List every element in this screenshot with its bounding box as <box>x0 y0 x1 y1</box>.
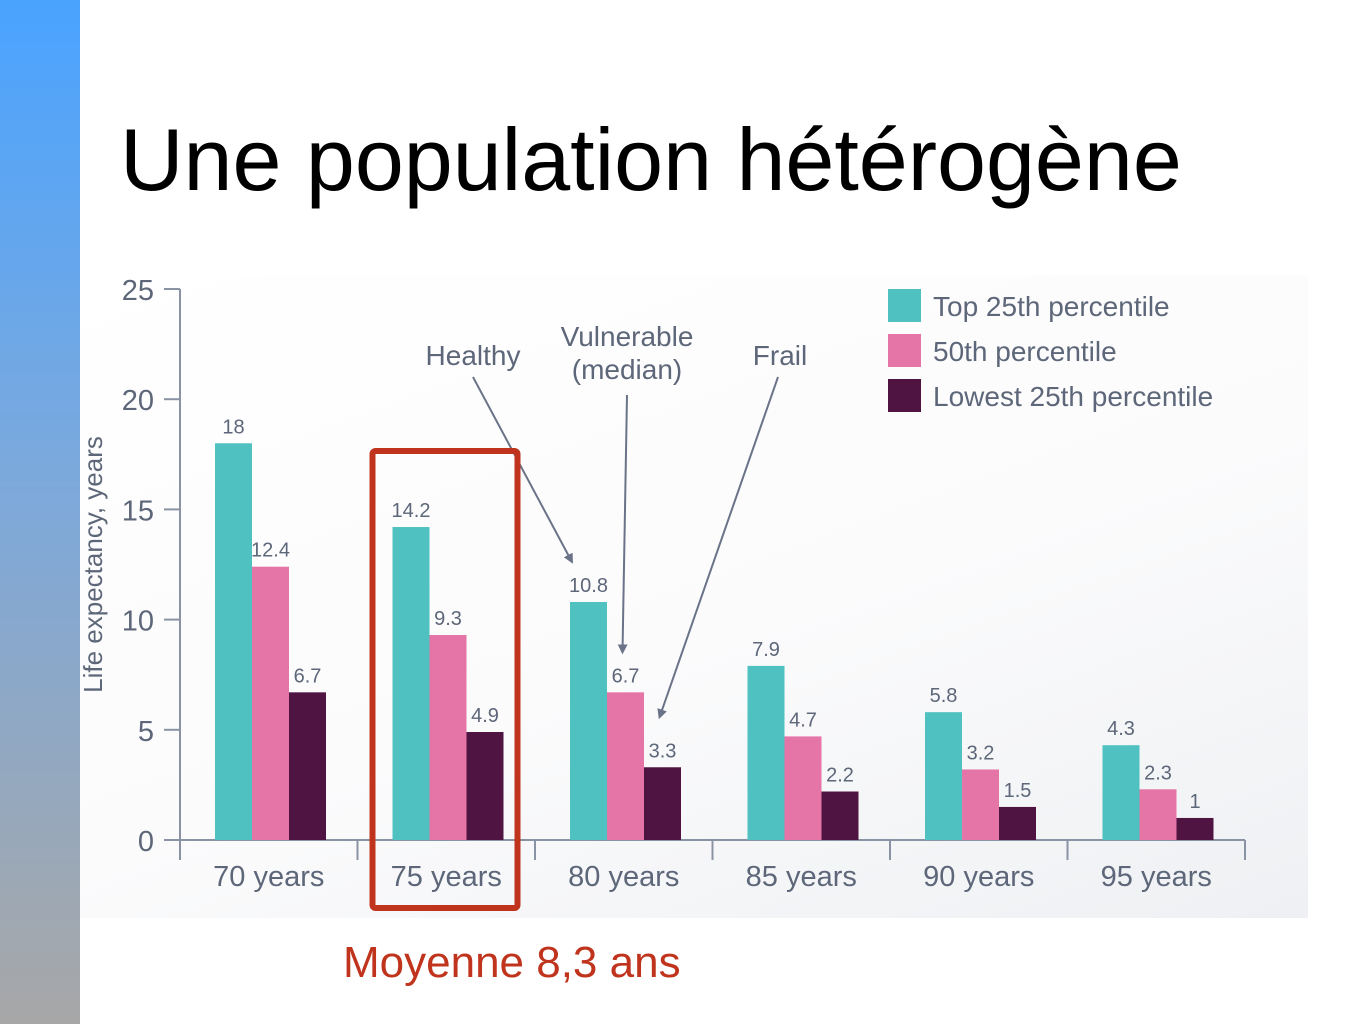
bar-1-4 <box>962 769 999 840</box>
annotation-label: Vulnerable <box>561 321 694 352</box>
value-label: 12.4 <box>251 540 290 562</box>
bar-1-3 <box>784 736 822 840</box>
annotation-label: Frail <box>753 340 807 371</box>
legend-swatch <box>888 334 921 367</box>
x-tick-label: 90 years <box>923 861 1034 893</box>
bar-2-3 <box>821 791 859 840</box>
bar-2-2 <box>644 767 681 840</box>
value-label: 1 <box>1189 791 1200 813</box>
y-tick-label: 5 <box>138 716 154 748</box>
value-label: 3.3 <box>649 740 677 762</box>
value-label: 7.9 <box>752 639 780 661</box>
side-accent-bar <box>0 0 80 1024</box>
value-label: 6.7 <box>294 665 322 687</box>
value-label: 2.3 <box>1144 762 1172 784</box>
highlight-box <box>369 448 521 911</box>
value-label: 9.3 <box>434 608 462 630</box>
legend-label: Top 25th percentile <box>933 291 1170 322</box>
x-tick-label: 95 years <box>1101 861 1212 893</box>
bar-1-0 <box>252 566 289 840</box>
bar-0-0 <box>215 443 252 840</box>
legend-label: Lowest 25th percentile <box>933 381 1213 412</box>
value-label: 14.2 <box>392 500 431 522</box>
x-tick-label: 80 years <box>568 861 679 893</box>
bar-2-1 <box>466 732 504 840</box>
bar-1-5 <box>1139 789 1177 840</box>
bar-0-2 <box>570 601 607 840</box>
value-label: 1.5 <box>1004 780 1032 802</box>
bar-0-1 <box>392 527 430 840</box>
y-axis-title: Life expectancy, years <box>80 436 108 693</box>
annotation-arrow <box>472 376 573 564</box>
value-label: 6.7 <box>612 665 640 687</box>
bar-chart: 0 5 10 15 20 25 Life expectancy, years 18 14.2 10… <box>80 275 1246 911</box>
value-label: 18 <box>222 416 244 438</box>
bar-2-4 <box>999 806 1036 840</box>
x-tick-label: 85 years <box>746 861 857 893</box>
annotation-label: (median) <box>572 354 682 385</box>
bar-0-4 <box>925 712 962 840</box>
value-label: 4.3 <box>1107 718 1135 740</box>
annotation-arrow <box>617 394 628 655</box>
value-label: 4.9 <box>471 705 499 727</box>
y-tick-label: 10 <box>122 606 154 638</box>
y-tick-label: 20 <box>122 385 154 417</box>
bar-0-5 <box>1102 745 1140 840</box>
annotation-arrow <box>657 376 779 720</box>
legend-swatch <box>888 289 921 322</box>
average-caption: Moyenne 8,3 ans <box>343 938 681 987</box>
y-tick-label: 25 <box>122 275 154 307</box>
value-label: 4.7 <box>789 709 817 731</box>
x-tick-label: 70 years <box>213 861 324 893</box>
bar-2-0 <box>289 692 326 840</box>
legend-label: 50th percentile <box>933 336 1117 367</box>
value-label: 3.2 <box>967 742 995 764</box>
bar-2-5 <box>1176 817 1214 840</box>
bar-0-3 <box>747 665 785 840</box>
bar-1-1 <box>429 635 467 840</box>
value-label: 10.8 <box>569 575 608 597</box>
x-tick-label: 75 years <box>391 861 502 893</box>
y-tick-label: 15 <box>122 495 154 527</box>
y-tick-label: 0 <box>138 826 154 858</box>
legend-swatch <box>888 379 921 412</box>
value-label: 2.2 <box>826 765 854 787</box>
annotation-label: Healthy <box>426 340 521 371</box>
chart-area: 0 5 10 15 20 25 Life expectancy, years 18 14.2 10… <box>80 275 1308 918</box>
slide-title: Une population hétérogène <box>120 110 1182 209</box>
bar-1-2 <box>607 692 644 840</box>
value-label: 5.8 <box>930 685 958 707</box>
